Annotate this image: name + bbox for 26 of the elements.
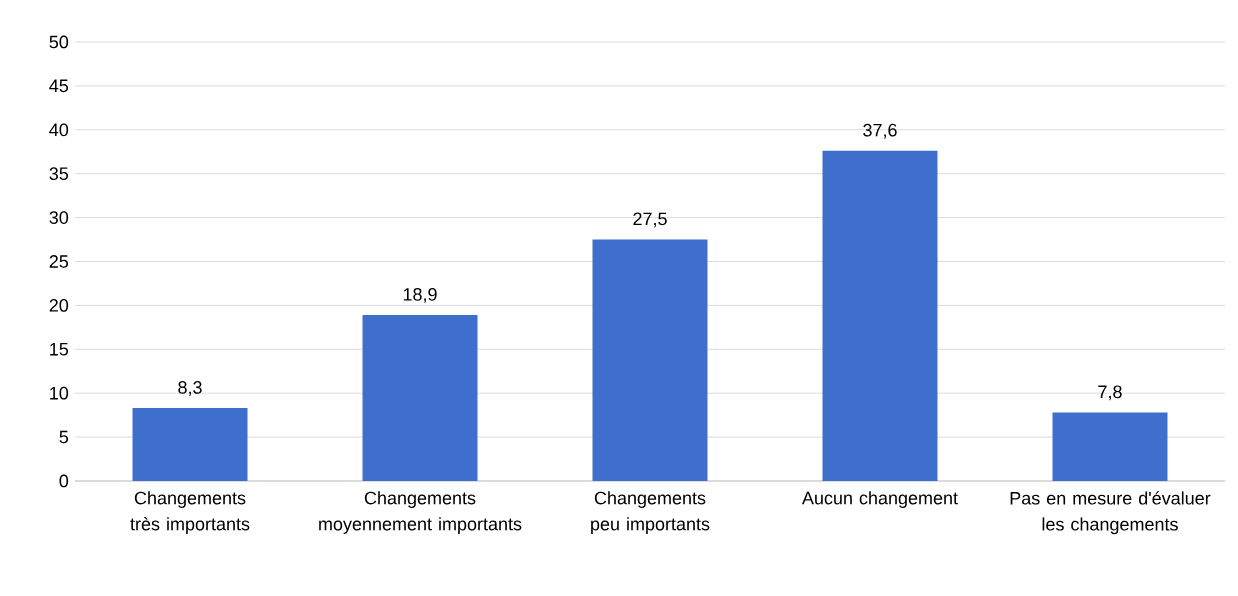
y-tick-label: 45 [49,79,69,93]
data-label: 8,3 [178,381,202,396]
y-tick-label: 0 [59,474,69,488]
y-tick-label: 25 [49,255,69,268]
x-tick-label: Changements très importants [130,491,250,534]
y-tick-label: 5 [59,430,69,444]
bar [1052,412,1168,481]
x-tick-label: Changements moyennement importants [319,491,522,534]
y-tick-label: 30 [49,211,69,224]
data-label: 18,9 [403,287,437,303]
bar [592,239,708,481]
y-tick-label: 20 [49,299,69,312]
x-tick-label: Aucun changement [801,491,958,508]
bar [132,408,248,481]
x-tick-label: Changements peu importants [591,491,710,534]
x-tick-label: Pas en mesure d'évaluer les changements [1010,491,1211,535]
bar [822,150,938,481]
y-tick-label: 40 [49,123,69,137]
y-tick-label: 15 [50,343,69,356]
bar [362,315,478,481]
y-tick-label: 35 [49,167,69,181]
data-label: 27,5 [633,212,667,228]
data-label: 37,6 [863,123,897,139]
y-tick-label: 50 [49,35,69,49]
data-label: 7,8 [1098,385,1122,401]
y-tick-label: 10 [50,386,69,400]
